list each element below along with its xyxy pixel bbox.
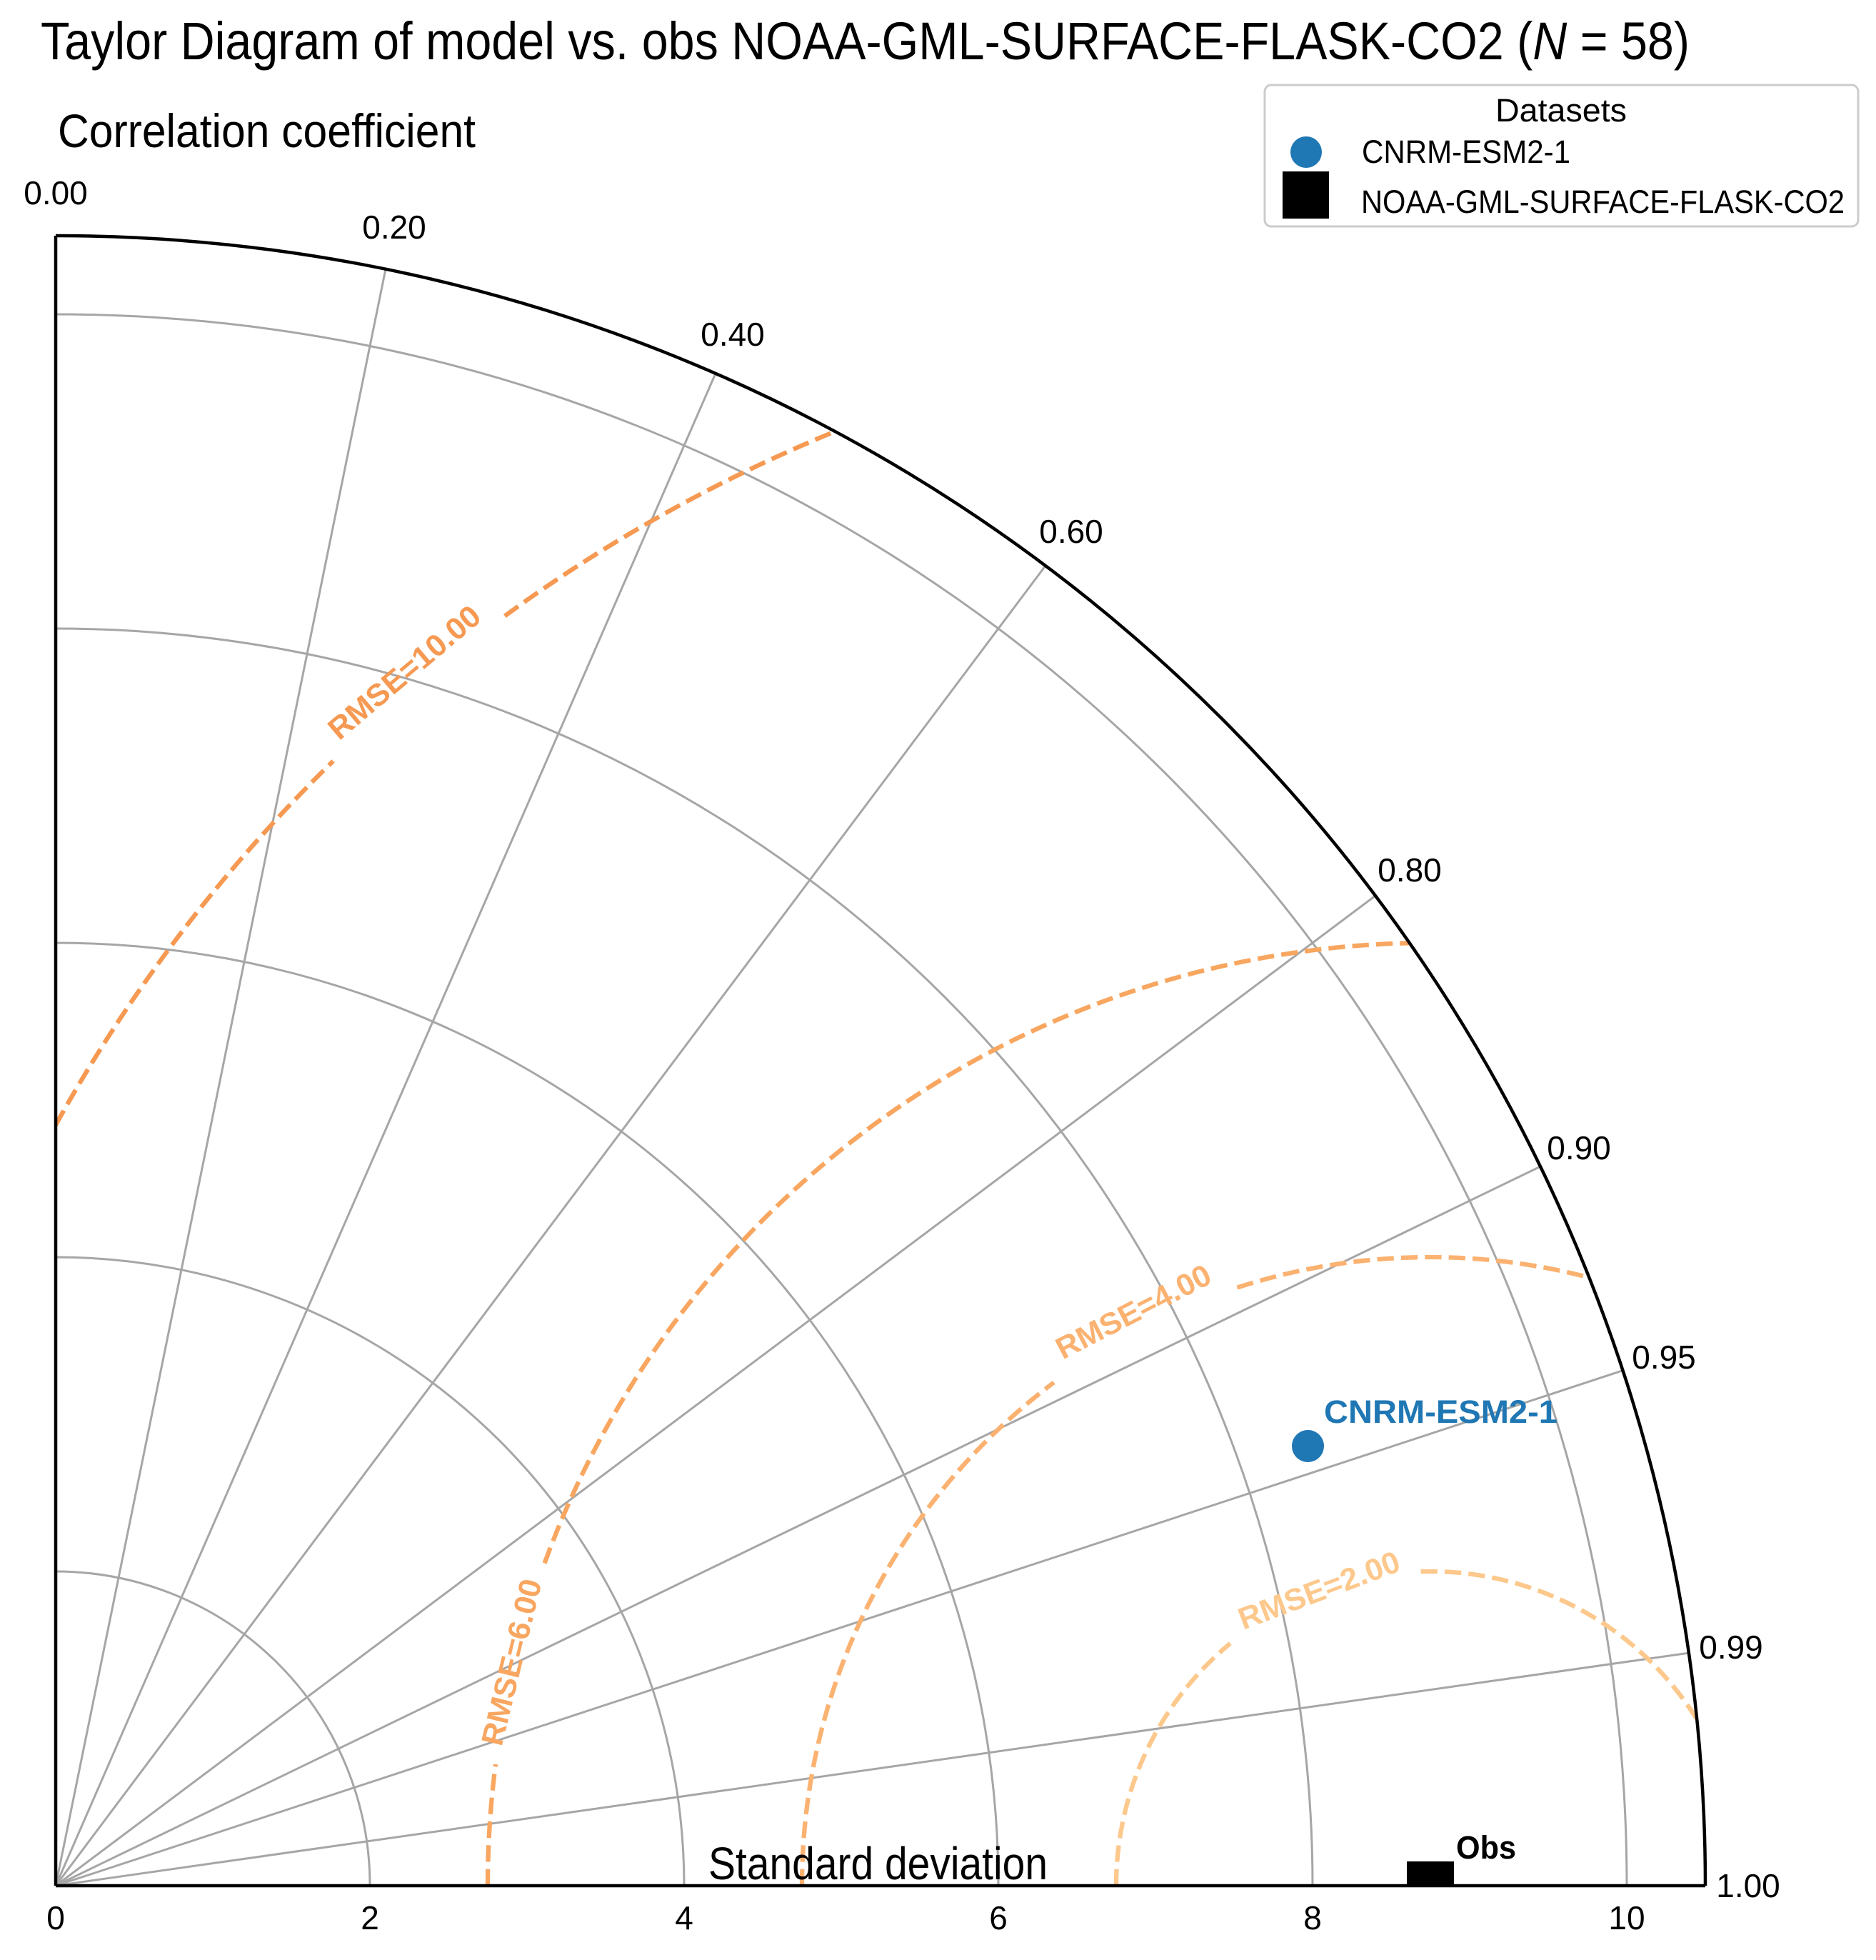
svg-text:CNRM-ESM2-1: CNRM-ESM2-1 [1324, 1394, 1558, 1430]
svg-text:CNRM-ESM2-1: CNRM-ESM2-1 [1362, 134, 1570, 170]
svg-text:Standard deviation: Standard deviation [708, 1838, 1048, 1889]
svg-text:0.20: 0.20 [362, 209, 426, 246]
svg-text:0.40: 0.40 [701, 316, 765, 353]
svg-text:8: 8 [1303, 1899, 1322, 1936]
svg-text:NOAA-GML-SURFACE-FLASK-CO2: NOAA-GML-SURFACE-FLASK-CO2 [1361, 184, 1845, 220]
svg-text:2: 2 [361, 1899, 379, 1936]
svg-text:0.80: 0.80 [1378, 851, 1442, 889]
svg-text:N: N [1533, 11, 1567, 71]
svg-text:0: 0 [46, 1899, 65, 1936]
svg-text:0.95: 0.95 [1632, 1339, 1696, 1376]
svg-text:0.90: 0.90 [1547, 1129, 1611, 1166]
svg-text:10: 10 [1608, 1899, 1645, 1936]
svg-text:Correlation coefficient: Correlation coefficient [58, 104, 476, 157]
svg-text:Taylor Diagram of model vs. ob: Taylor Diagram of model vs. obs NOAA-GML… [41, 11, 1533, 71]
svg-text:4: 4 [675, 1899, 693, 1936]
svg-text:0.00: 0.00 [24, 174, 88, 211]
svg-text:1.00: 1.00 [1716, 1867, 1780, 1904]
svg-text:Datasets: Datasets [1495, 92, 1627, 129]
svg-text:0.60: 0.60 [1039, 513, 1103, 550]
svg-text:= 58): = 58) [1567, 11, 1690, 71]
svg-text:6: 6 [989, 1899, 1008, 1936]
svg-text:Obs: Obs [1456, 1829, 1516, 1866]
svg-text:0.99: 0.99 [1699, 1629, 1763, 1666]
